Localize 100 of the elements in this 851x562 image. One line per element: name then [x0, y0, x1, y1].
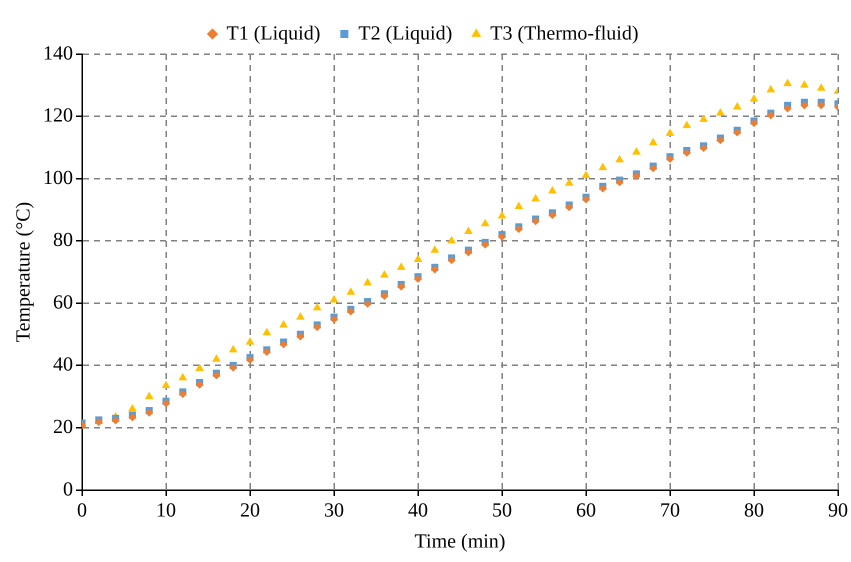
point: [195, 364, 204, 372]
point: [212, 371, 220, 380]
point: [178, 390, 187, 398]
point: [816, 83, 826, 91]
point: [532, 217, 540, 226]
point: [481, 240, 490, 249]
x-tick-label: 0: [77, 499, 87, 522]
point: [94, 418, 103, 426]
point: [313, 323, 322, 332]
point: [699, 114, 708, 122]
point: [414, 274, 422, 283]
point: [700, 144, 708, 152]
point: [112, 416, 120, 425]
point: [162, 399, 170, 408]
point: [296, 312, 305, 320]
point: [212, 354, 221, 362]
point: [364, 300, 372, 308]
point: [480, 218, 490, 226]
point: [144, 392, 154, 400]
point: [178, 372, 188, 380]
point: [716, 108, 725, 116]
point: [246, 356, 254, 364]
point: [531, 194, 540, 202]
point: [582, 195, 590, 204]
point: [430, 245, 440, 253]
point: [649, 164, 658, 172]
x-tick-label: 10: [156, 499, 176, 522]
x-tick-label: 40: [408, 499, 428, 522]
point: [682, 120, 692, 128]
x-tick-label: 30: [324, 499, 344, 522]
point: [363, 278, 372, 286]
point: [280, 340, 288, 348]
point: [128, 404, 137, 412]
point: [447, 236, 456, 244]
point: [750, 94, 758, 102]
legend-label: T2 (Liquid): [358, 22, 452, 44]
point: [414, 254, 422, 262]
point: [783, 78, 792, 86]
point: [598, 184, 607, 193]
point: [632, 172, 640, 180]
point: [262, 348, 271, 356]
y-tick-label: 100: [43, 166, 73, 189]
point: [430, 266, 439, 274]
point: [228, 344, 238, 352]
point: [162, 380, 170, 388]
point: [312, 302, 322, 310]
point: [616, 178, 624, 186]
x-tick-label: 80: [744, 499, 764, 522]
point: [666, 154, 674, 163]
point: [128, 413, 136, 422]
point: [396, 262, 406, 270]
point: [464, 248, 472, 256]
point: [682, 148, 691, 157]
point: [548, 211, 556, 220]
point: [598, 162, 608, 170]
point: [380, 292, 388, 300]
point: [750, 119, 758, 128]
point: [448, 256, 456, 264]
point: [380, 270, 389, 278]
point: [732, 102, 742, 110]
point: [582, 170, 590, 178]
point: [464, 226, 473, 234]
y-tick-label: 80: [53, 229, 73, 252]
point: [346, 287, 356, 295]
point: [145, 408, 154, 417]
x-tick-label: 20: [240, 499, 260, 522]
point: [564, 178, 574, 186]
y-tick-label: 140: [43, 42, 73, 64]
point: [262, 328, 272, 336]
point: [246, 337, 254, 345]
point: [330, 295, 338, 303]
point: [666, 128, 674, 136]
point: [330, 315, 338, 324]
x-tick-label: 70: [660, 499, 680, 522]
y-tick-label: 120: [43, 104, 73, 127]
point: [632, 147, 641, 155]
legend-label: T1 (Liquid): [226, 22, 320, 44]
y-tick-label: 60: [53, 291, 73, 314]
y-tick-label: 0: [63, 478, 73, 500]
y-axis-title: Temperature (°C): [12, 202, 34, 342]
legend-label: T3 (Thermo-fluid): [490, 22, 639, 44]
point: [548, 186, 557, 194]
point: [766, 111, 775, 120]
point: [800, 80, 809, 88]
x-axis-title: Time (min): [414, 530, 506, 552]
point: [514, 225, 523, 234]
point: [514, 202, 524, 210]
x-tick-label: 50: [492, 499, 512, 522]
point: [615, 154, 624, 162]
point: [397, 282, 406, 291]
point: [766, 84, 776, 92]
point: [498, 210, 506, 218]
point: [296, 332, 304, 340]
y-tick-label: 20: [53, 416, 73, 438]
y-tick-label: 40: [53, 354, 73, 376]
point: [196, 380, 204, 389]
point: [279, 320, 288, 328]
point: [565, 203, 574, 212]
point: [229, 364, 238, 372]
point: [733, 128, 742, 136]
